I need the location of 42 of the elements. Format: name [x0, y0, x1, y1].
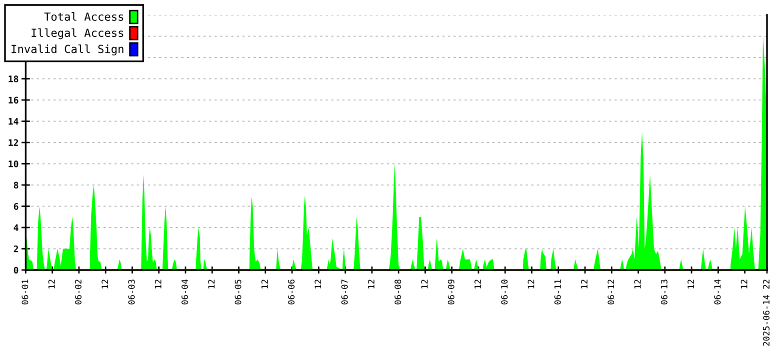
x-tick-label: 06-01 [22, 280, 28, 304]
x-tick-label: 12 [314, 280, 322, 288]
x-tick-label: 06-07 [341, 280, 348, 304]
x-tick-label: 06-11 [554, 280, 561, 304]
x-tick-label: 12 [208, 280, 215, 288]
y-tick-label: 6 [14, 202, 18, 210]
legend-label: Illegal Access [32, 28, 124, 40]
x-tick-label: 12 [528, 280, 534, 288]
x-tick-label: 12 [261, 280, 268, 288]
y-tick-label: 12 [8, 139, 18, 146]
x-tick-label: 06-06 [288, 280, 295, 304]
x-tick-label: 12 [740, 280, 748, 288]
y-tick-label: 16 [8, 96, 18, 104]
x-tick-label: 12 [581, 280, 588, 288]
y-tick-label: 8 [14, 182, 18, 189]
y-tick-label: 18 [8, 75, 18, 82]
y-tick-label: 0 [14, 266, 18, 274]
x-tick-label: 06-05 [234, 280, 242, 304]
x-tick-label: 12 [634, 280, 641, 288]
x-tick-label: 12 [688, 280, 694, 288]
x-tick-label: 2025-06-14 22 [763, 280, 770, 346]
x-tick-label: 12 [154, 280, 162, 288]
x-tick-label: 12 [48, 280, 55, 288]
x-tick-label: 06-12 [608, 280, 614, 304]
x-tick-label: 06-14 [714, 279, 721, 304]
x-tick-label: 06-13 [660, 280, 668, 304]
y-tick-label: 2 [14, 245, 18, 252]
y-tick-label: 14 [8, 118, 18, 125]
x-tick-label: 12 [102, 280, 108, 288]
x-tick-label: 06-08 [394, 280, 402, 304]
y-tick-label: 10 [8, 160, 18, 168]
legend-label: Total Access [44, 12, 124, 21]
legend-label: Invalid Call Sign [12, 44, 124, 56]
x-tick-label: 06-03 [128, 280, 135, 304]
x-tick-label: 06-02 [74, 280, 82, 304]
x-tick-label: 06-09 [448, 280, 454, 304]
x-tick-label: 06-04 [182, 279, 188, 304]
y-tick-label: 4 [14, 224, 18, 231]
x-tick-label: 12 [368, 280, 374, 288]
x-tick-label: 12 [474, 280, 481, 288]
x-tick-label: 12 [421, 280, 428, 288]
x-tick-label: 06-10 [501, 280, 508, 304]
